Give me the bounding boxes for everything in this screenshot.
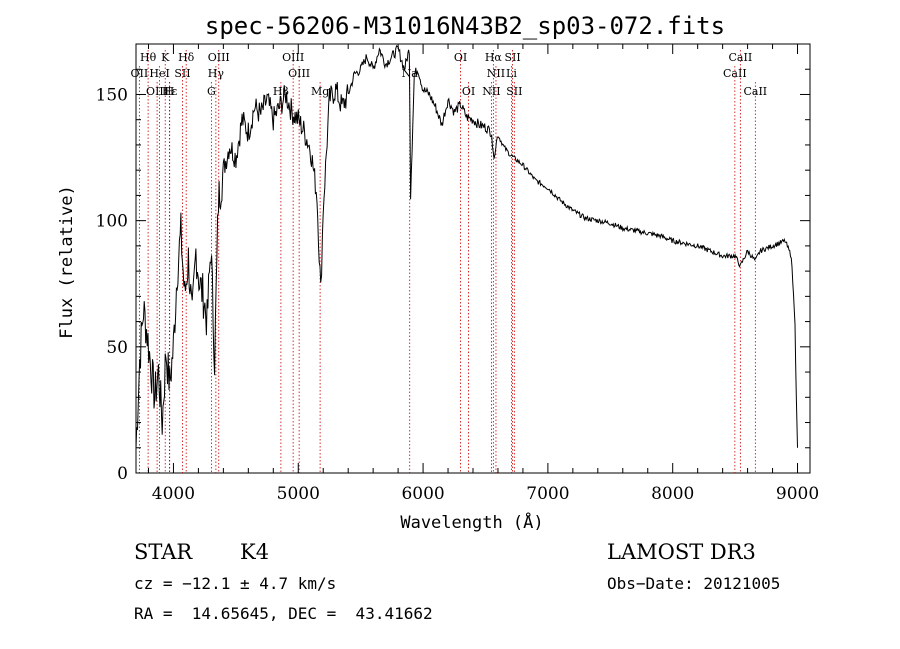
- spectrum-series: [135, 45, 798, 449]
- object-class: STAR: [134, 540, 193, 564]
- spectral-line-label: Hε: [162, 85, 178, 98]
- obs-date-text: Obs−Date: 20121005: [607, 574, 781, 593]
- spectral-line-label: CaII: [743, 85, 767, 98]
- x-tick-label: 4000: [152, 484, 195, 504]
- x-tick-label: 6000: [401, 484, 444, 504]
- spectral-line-label: OI: [462, 85, 475, 98]
- object-subclass: K4: [240, 540, 270, 564]
- spectral-line-label: OI: [454, 51, 467, 64]
- redshift-text: cz = −12.1 ± 4.7 km/s: [134, 574, 337, 593]
- spectral-line-label: OII: [131, 67, 149, 80]
- x-tick-label: 7000: [526, 484, 569, 504]
- spectral-line-label: K: [161, 51, 170, 64]
- x-axis: 4000 5000 6000 7000 8000 9000: [147, 44, 819, 504]
- y-tick-label: 100: [96, 212, 128, 232]
- spectral-line-label: H: [165, 85, 175, 98]
- spectral-line-label: Li: [506, 67, 517, 80]
- x-tick-label: 8000: [651, 484, 694, 504]
- x-tick-label: 9000: [776, 484, 819, 504]
- plot-frame: [135, 43, 811, 474]
- spectral-line-label: OIII: [208, 51, 230, 64]
- spectral-line-label: OIII: [282, 51, 304, 64]
- spectral-line-label: Hγ: [208, 67, 225, 80]
- spectral-line-label: NII: [482, 85, 500, 98]
- y-axis-label: Flux (relative): [57, 185, 77, 339]
- spectral-line-label: SII: [504, 51, 520, 64]
- spectral-line-label: CaII: [729, 51, 753, 64]
- spectral-line-label: SII: [506, 85, 522, 98]
- x-axis-label: Wavelength (Å): [400, 511, 543, 533]
- plot-border: [135, 43, 811, 474]
- spectral-line-label: NII: [487, 67, 505, 80]
- spectral-line-label: OIII: [288, 67, 310, 80]
- y-tick-label: 150: [96, 85, 128, 105]
- coordinates-text: RA = 14.65645, DEC = 43.41662: [134, 604, 433, 623]
- spectral-line-label: CaII: [723, 67, 747, 80]
- chart-title: spec-56206-M31016N43B2_sp03-072.fits: [205, 12, 725, 40]
- x-tick-label: 5000: [277, 484, 320, 504]
- y-tick-label: 50: [106, 338, 128, 358]
- spectrum-flux-line: [135, 45, 798, 449]
- spectral-line-label: HeI: [149, 67, 169, 80]
- spectral-line-label: OIII: [146, 85, 168, 98]
- spectral-line-label: G: [207, 85, 216, 98]
- spectral-line-label: Hδ: [178, 51, 195, 64]
- survey-name: LAMOST DR3: [607, 540, 756, 564]
- spectral-line-label: Mg: [311, 85, 329, 98]
- spectral-line-label: Hα: [485, 51, 503, 64]
- y-axis: 0 50 100 150: [96, 43, 810, 484]
- y-tick-label: 0: [117, 464, 128, 484]
- spectral-line-label: Hθ: [140, 51, 157, 64]
- spectral-line-label: SII: [174, 67, 190, 80]
